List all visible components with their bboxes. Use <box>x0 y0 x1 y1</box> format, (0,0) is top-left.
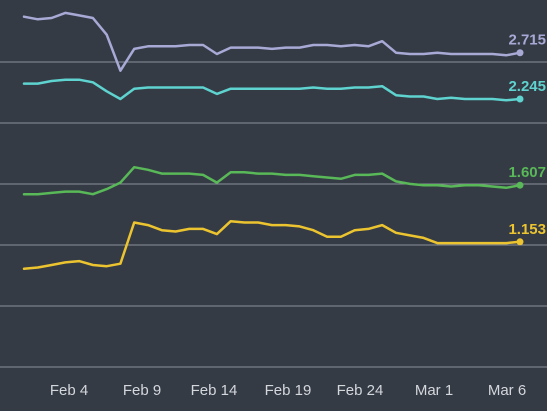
series-end-point <box>516 95 524 103</box>
x-tick-label: Mar 6 <box>488 382 526 399</box>
last-value-label: 1.153 <box>508 221 546 238</box>
series-end-point <box>516 49 524 57</box>
x-axis: Feb 4 Feb 9 Feb 14 Feb 19 Feb 24 Mar 1 Mar 6 <box>50 382 526 399</box>
x-tick-label: Feb 24 <box>337 382 384 399</box>
x-tick-label: Feb 9 <box>123 382 161 399</box>
last-value-label: 1.607 <box>508 164 546 181</box>
series-line <box>22 165 522 196</box>
series-layer <box>22 11 524 271</box>
gridlines <box>0 61 547 368</box>
series-line <box>22 11 522 72</box>
last-value-labels: 2.715 2.245 1.607 1.153 <box>508 32 546 238</box>
series-end-point <box>516 238 524 246</box>
series-line <box>22 78 522 102</box>
last-value-label: 2.245 <box>508 78 546 95</box>
series-end-point <box>516 181 524 189</box>
x-tick-label: Feb 19 <box>265 382 312 399</box>
x-tick-label: Feb 14 <box>191 382 238 399</box>
last-value-label: 2.715 <box>508 32 546 49</box>
x-tick-label: Feb 4 <box>50 382 88 399</box>
series-line <box>22 219 522 271</box>
x-tick-label: Mar 1 <box>415 382 453 399</box>
